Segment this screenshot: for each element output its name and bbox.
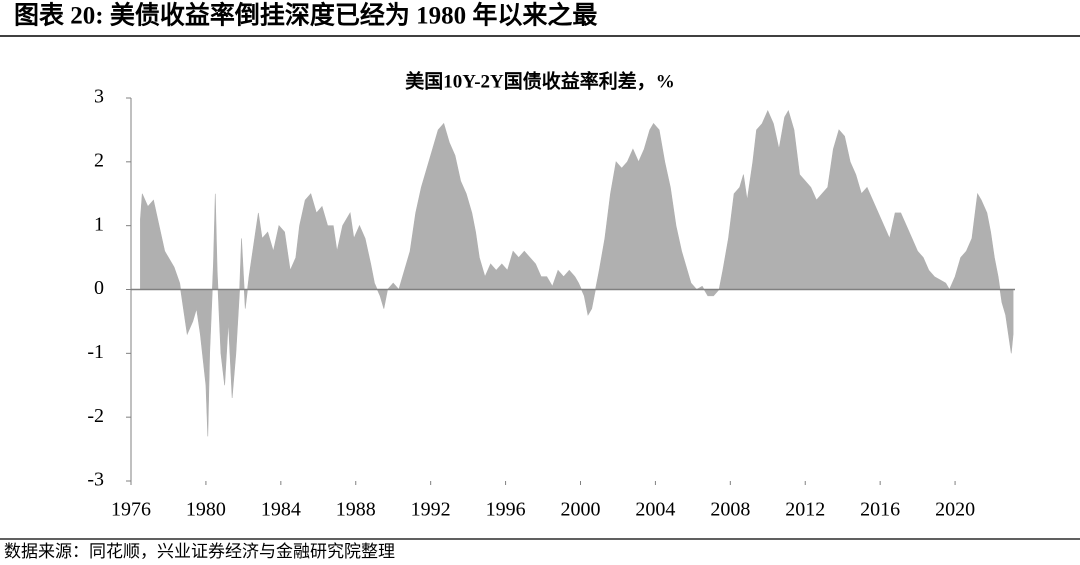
y-tick-label: 1 [94, 213, 104, 235]
x-tick-label: 2008 [710, 499, 750, 521]
y-tick-label: -1 [87, 341, 104, 363]
x-tick-label: 1976 [111, 499, 151, 521]
source-note: 数据来源：同花顺，兴业证券经济与金融研究院整理 [4, 542, 395, 561]
y-tick-label: -2 [87, 405, 104, 427]
x-tick-label: 1988 [336, 499, 376, 521]
y-tick-label: 3 [94, 86, 104, 108]
figure-title: 图表 20: 美债收益率倒挂深度已经为 1980 年以来之最 [14, 1, 598, 30]
x-tick-label: 2016 [860, 499, 900, 521]
chart-title: 美国10Y-2Y国债收益率利差，% [405, 69, 675, 92]
x-tick-label: 2000 [560, 499, 600, 521]
x-tick-label: 1980 [186, 499, 226, 521]
x-tick-label: 2020 [935, 499, 975, 521]
spread-area [140, 110, 1014, 437]
x-tick-label: 1992 [411, 499, 451, 521]
y-tick-label: 0 [94, 277, 104, 299]
x-tick-label: 2004 [635, 499, 675, 521]
x-tick-label: 2012 [785, 499, 825, 521]
y-tick-label: -3 [87, 469, 104, 491]
x-tick-label: 1996 [486, 499, 526, 521]
y-tick-label: 2 [94, 149, 104, 171]
x-tick-label: 1984 [261, 499, 301, 521]
